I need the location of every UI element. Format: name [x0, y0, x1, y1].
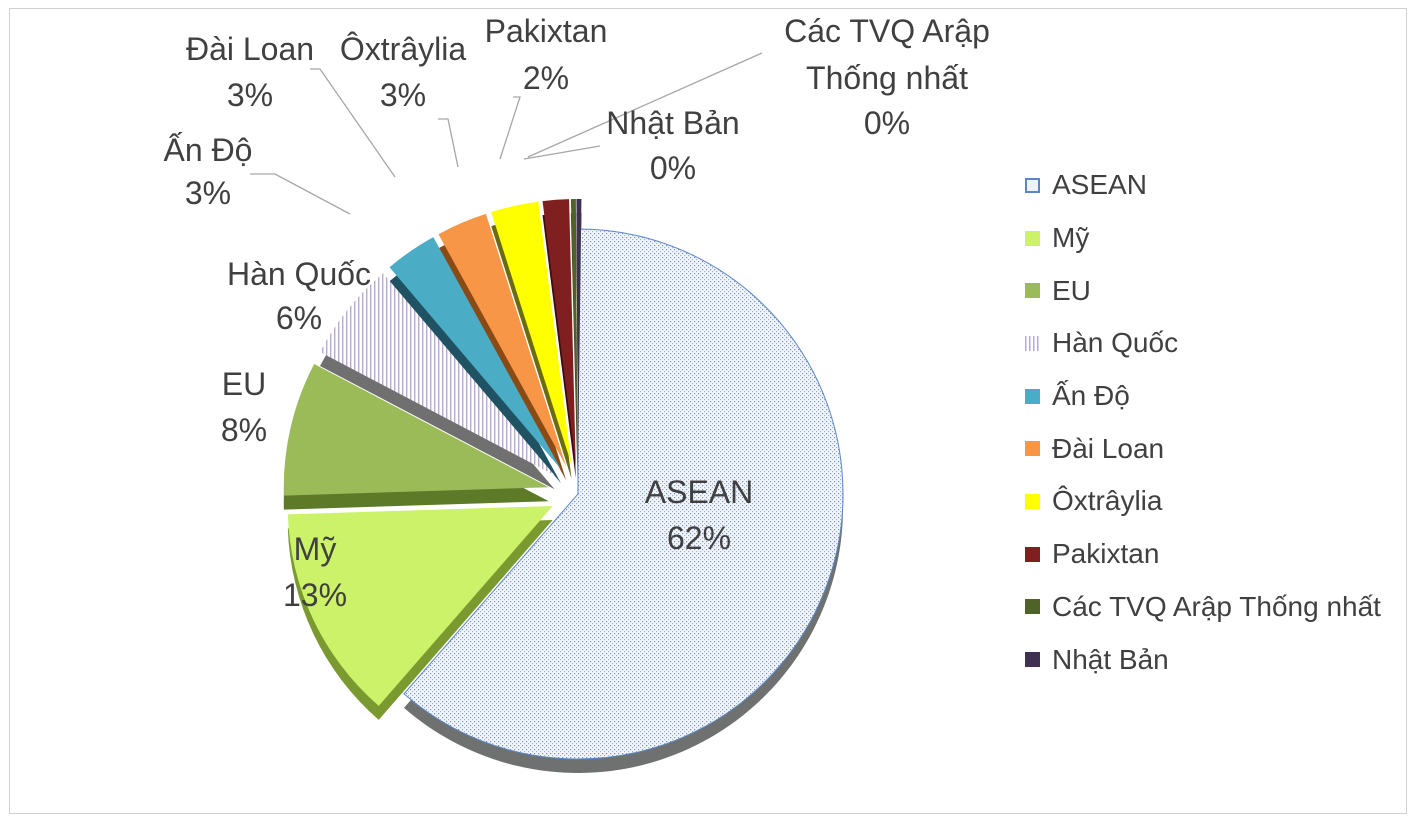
data-label-value: 6%	[276, 300, 322, 336]
data-label-value: 8%	[221, 412, 267, 448]
legend-item-oxtraylia: Ôxtrâylia	[1025, 475, 1381, 528]
data-label-name: Đài Loan	[186, 31, 314, 67]
data-label-name: Ấn Độ	[164, 132, 253, 168]
data-label-value: 3%	[185, 175, 231, 211]
legend-item-my: Mỹ	[1025, 212, 1381, 265]
legend-item-asean: ASEAN	[1025, 159, 1381, 212]
legend-swatch	[1025, 335, 1040, 351]
legend-label: Đài Loan	[1052, 432, 1165, 464]
data-label-asean: ASEAN 62%	[645, 474, 753, 556]
data-label-oxtraylia: Ôxtrâylia 3%	[340, 31, 466, 113]
leader-line-oxtraylia	[499, 96, 521, 160]
legend-label: ASEAN	[1052, 169, 1147, 201]
leader-lines	[250, 52, 763, 215]
data-label-name: EU	[222, 366, 266, 402]
legend-item-nhat-ban: Nhật Bản	[1025, 633, 1381, 686]
data-label-han-quoc: Hàn Quốc 6%	[227, 256, 371, 336]
leader-line-pakixtan	[527, 52, 763, 158]
legend-label: EU	[1052, 274, 1091, 306]
legend-label: Nhật Bản	[1052, 643, 1169, 675]
leader-line-an-do	[310, 68, 396, 178]
legend-item-an-do: Ấn Độ	[1025, 370, 1381, 423]
legend-item-pakixtan: Pakixtan	[1025, 528, 1381, 581]
legend-item-han-quoc: Hàn Quốc	[1025, 317, 1381, 370]
pie-slice-nhat-ban	[576, 199, 582, 465]
leader-line-han-quoc	[250, 173, 351, 215]
legend-swatch	[1025, 177, 1040, 193]
legend-swatch	[1025, 230, 1040, 246]
data-label-name: Các TVQ Arập	[784, 13, 990, 49]
legend-swatch	[1025, 652, 1040, 668]
legend-label: Hàn Quốc	[1052, 327, 1179, 359]
chart-frame: ASEAN 62% Mỹ 13% EU 8% Hàn Quốc 6% Ấn Độ 3% Đài Lo…	[9, 8, 1407, 814]
legend-swatch	[1025, 546, 1040, 562]
data-label-nhat-ban: Nhật Bản 0%	[606, 105, 739, 186]
data-label-name: Nhật Bản	[606, 105, 739, 141]
pie-slice-cac-tvq-arap-thong-nhat	[570, 199, 578, 465]
data-label-name: Thống nhất	[806, 60, 968, 96]
pie-slices	[283, 199, 844, 773]
legend-swatch	[1025, 283, 1040, 299]
data-label-my: Mỹ 13%	[283, 531, 347, 613]
pie-slice-pakixtan	[542, 199, 576, 465]
legend-label: Mỹ	[1052, 222, 1090, 254]
pie-top-faces	[283, 199, 844, 760]
data-label-name: Hàn Quốc	[227, 256, 371, 292]
leader-line-cac-tvq-arap-thong-nhat	[523, 145, 601, 160]
legend-label: Các TVQ Arập Thống nhất	[1052, 590, 1381, 622]
legend-item-eu: EU	[1025, 264, 1381, 317]
data-label-value: 3%	[227, 77, 273, 113]
data-label-name: Mỹ	[294, 531, 337, 567]
data-label-eu: EU 8%	[221, 366, 267, 448]
data-label-an-do: Ấn Độ 3%	[164, 132, 253, 211]
data-label-value: 2%	[523, 60, 569, 96]
data-label-name: Pakixtan	[485, 13, 608, 49]
legend-label: Ôxtrâylia	[1052, 485, 1163, 517]
legend-swatch	[1025, 599, 1040, 615]
data-label-value: 13%	[283, 577, 347, 613]
data-label-value: 62%	[667, 520, 731, 556]
pie-slice-an-do	[389, 237, 561, 470]
data-label-pakixtan: Pakixtan 2%	[485, 13, 608, 96]
legend-swatch	[1025, 388, 1040, 404]
data-label-name: ASEAN	[645, 474, 753, 510]
legend-swatch	[1025, 441, 1040, 457]
leader-line-dai-loan	[438, 118, 459, 168]
data-label-name: Ôxtrâylia	[340, 31, 466, 67]
pie-slice-my	[287, 506, 553, 706]
legend-label: Pakixtan	[1052, 538, 1160, 570]
legend-item-dai-loan: Đài Loan	[1025, 422, 1381, 475]
pie-slice-han-quoc	[320, 273, 555, 476]
legend-swatch	[1025, 493, 1040, 509]
data-label-value: 0%	[650, 150, 696, 186]
legend-label: Ấn Độ	[1052, 380, 1130, 412]
pie-slice-side-oxtraylia	[491, 215, 572, 479]
data-label-value: 3%	[380, 77, 426, 113]
legend: ASEAN Mỹ EU Hàn Quốc Ấn Độ Đài Loan Ôxtrâylia P…	[1025, 159, 1381, 686]
data-label-value: 0%	[864, 105, 910, 141]
pie-slice-dai-loan	[438, 213, 567, 467]
data-label-cac-tvq-arap-thong-nhat: Các TVQ Arập Thống nhất 0%	[784, 13, 990, 141]
pie-slice-eu	[283, 364, 549, 496]
pie-slice-asean	[403, 228, 844, 760]
pie-slice-oxtraylia	[491, 201, 572, 465]
legend-item-cac-tvq-arap-thong-nhat: Các TVQ Arập Thống nhất	[1025, 581, 1381, 634]
data-label-dai-loan: Đài Loan 3%	[186, 31, 314, 113]
